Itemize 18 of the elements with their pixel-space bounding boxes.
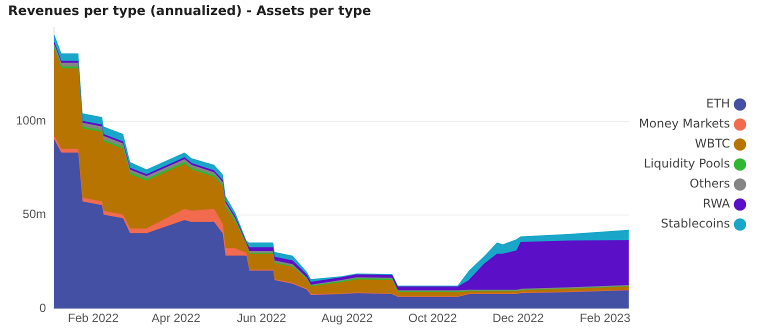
legend-label: ETH <box>706 96 730 111</box>
legend-label: Others <box>690 176 730 191</box>
x-tick-label: Dec 2022 <box>492 311 544 326</box>
legend-label: WBTC <box>694 136 730 151</box>
y-tick-label: 100m <box>16 114 46 128</box>
x-tick-label: Feb 2023 <box>580 311 631 326</box>
x-tick-label: Feb 2022 <box>68 311 119 326</box>
legend-label: RWA <box>702 196 731 211</box>
legend-label: Liquidity Pools <box>644 156 730 171</box>
y-tick-label: 0 <box>39 300 46 315</box>
chart-title: Revenues per type (annualized) - Assets per type <box>8 4 372 20</box>
x-tick-label: Oct 2022 <box>408 311 458 326</box>
legend-label: Stablecoins <box>660 216 730 231</box>
x-tick-label: Apr 2022 <box>152 311 201 326</box>
y-tick-label: 50m <box>22 207 46 222</box>
legend-label: Money Markets <box>638 116 730 131</box>
x-tick-label: Aug 2022 <box>321 311 374 326</box>
x-tick-label: Jun 2022 <box>236 311 287 326</box>
